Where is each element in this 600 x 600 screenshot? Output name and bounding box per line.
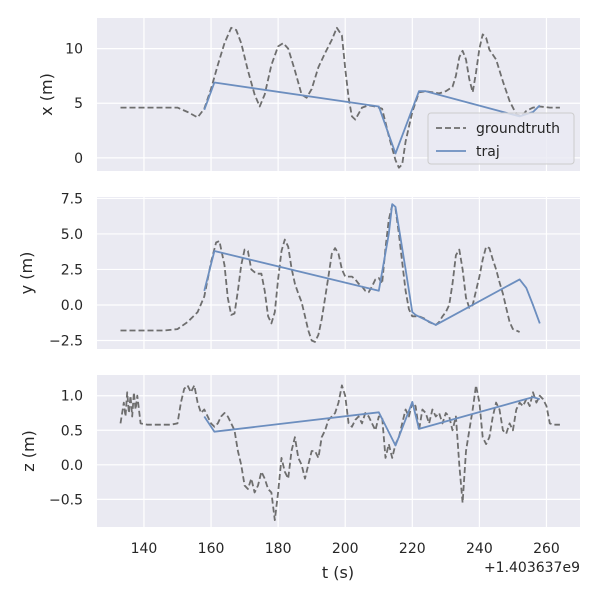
panel-z-background: [97, 375, 580, 527]
panel-z-ytick-label: 0.5: [61, 423, 83, 439]
panel-x-ytick-label: 10: [65, 42, 83, 58]
panel-z-ytick-label: 1.0: [61, 389, 83, 405]
panel-z-ytick-label: 0.0: [61, 458, 83, 474]
panel-y-series-traj: [203, 203, 541, 326]
panel-y-series-groundtruth: [120, 204, 520, 343]
x-axis-ticks: 140 160 180 200 220 240 260: [131, 541, 560, 557]
panel-y-ytick-label: −2.5: [49, 333, 83, 349]
x-axis-offset: +1.403637e9: [484, 560, 580, 576]
panel-z-series-groundtruth: [119, 384, 560, 521]
x-tick-label: 180: [265, 541, 292, 557]
panel-z-yticks: −0.5 0.0 0.5 1.0: [49, 389, 83, 509]
panel-z-ylabel: z (m): [19, 430, 38, 472]
x-tick-label: 240: [466, 541, 493, 557]
panel-z-series-traj: [203, 396, 541, 447]
panel-x-series-groundtruth: [120, 26, 560, 169]
x-tick-label: 200: [332, 541, 359, 557]
panel-x-ytick-label: 0: [74, 151, 83, 167]
panel-y-ytick-label: 5.0: [61, 227, 83, 243]
x-tick-label: 220: [399, 541, 426, 557]
panel-y-ytick-label: 0.0: [61, 298, 83, 314]
panel-y: −2.5 0.0 2.5 5.0 7.5 y (m): [17, 191, 580, 349]
panel-x-yticks: 0 5 10: [65, 42, 83, 167]
x-tick-label: 260: [533, 541, 560, 557]
legend-groundtruth-label: groundtruth: [476, 121, 560, 137]
panel-y-ytick-label: 7.5: [61, 191, 83, 207]
panel-z-ytick-label: −0.5: [49, 492, 83, 508]
panel-y-ytick-label: 2.5: [61, 262, 83, 278]
panel-y-yticks: −2.5 0.0 2.5 5.0 7.5: [49, 191, 83, 349]
panel-y-series: [120, 203, 541, 343]
panel-y-background: [97, 197, 580, 349]
panel-y-grid: [97, 197, 580, 349]
legend: groundtruth traj: [427, 112, 575, 165]
legend-traj-label: traj: [476, 144, 500, 160]
x-axis-label: t (s): [322, 563, 354, 582]
x-tick-label: 140: [131, 541, 158, 557]
panel-x-ylabel: x (m): [37, 73, 56, 116]
x-tick-label: 160: [198, 541, 225, 557]
panel-y-ylabel: y (m): [17, 252, 36, 295]
panel-x-ytick-label: 5: [74, 96, 83, 112]
panel-z: −0.5 0.0 0.5 1.0 z (m): [19, 375, 580, 527]
panel-z-series: [119, 384, 560, 521]
